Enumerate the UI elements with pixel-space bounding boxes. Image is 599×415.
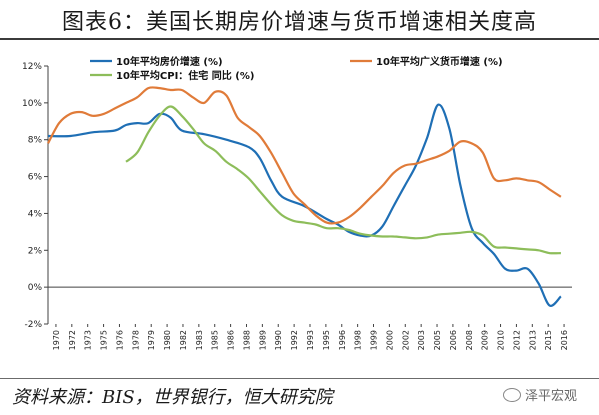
series-line-1	[47, 103, 562, 307]
y-tick-label: 4%	[28, 209, 43, 219]
y-tick-label: -2%	[24, 320, 42, 330]
x-tick-label: 1976	[115, 330, 124, 350]
x-tick-label: 1999	[370, 330, 379, 350]
watermark: 泽平宏观	[502, 385, 577, 404]
x-tick-label: 2002	[401, 330, 410, 350]
y-tick-label: 2%	[28, 246, 43, 256]
x-tick-label: 1979	[147, 330, 156, 350]
chart-series	[47, 86, 562, 307]
footer-divider	[0, 378, 599, 379]
x-tick-label: 1986	[227, 330, 236, 350]
x-tick-label: 2010	[497, 330, 506, 350]
y-tick-label: 12%	[22, 62, 42, 72]
x-tick-label: 1970	[52, 330, 61, 350]
x-tick-label: 2015	[544, 330, 553, 350]
y-tick-label: 10%	[22, 99, 42, 109]
x-tick-label: 1980	[163, 330, 172, 350]
x-tick-label: 2000	[385, 330, 394, 350]
x-tick-label: 2008	[465, 330, 474, 350]
x-tick-label: 1985	[211, 330, 220, 350]
legend-label: 10年平均广义货币增速 (%)	[376, 55, 503, 68]
y-tick-label: 0%	[28, 283, 43, 293]
x-tick-label: 1998	[354, 330, 363, 350]
x-tick-label: 1996	[338, 330, 347, 350]
x-tick-label: 2009	[481, 330, 490, 350]
x-tick-label: 2016	[560, 330, 569, 350]
x-tick-label: 1972	[68, 330, 77, 350]
x-tick-label: 2013	[528, 330, 537, 350]
x-tick-label: 1989	[258, 330, 267, 350]
page-title: 图表6：美国长期房价增速与货币增速相关度高	[62, 10, 537, 35]
x-tick-label: 1983	[195, 330, 204, 350]
wechat-icon	[502, 387, 521, 402]
watermark-text: 泽平宏观	[524, 389, 577, 404]
legend-label: 10年平均房价增速 (%)	[116, 55, 223, 68]
x-tick-label: 1975	[100, 330, 109, 350]
x-tick-label: 2006	[449, 330, 458, 350]
title-divider	[0, 38, 599, 40]
x-tick-label: 1988	[242, 330, 251, 350]
line-chart: -2% 0% 2% 4% 6% 8% 10% 12% 1970 1972 1973 1975 1976 1…	[22, 55, 572, 350]
x-tick-label: 2003	[417, 330, 426, 350]
x-tick-label: 2012	[512, 330, 521, 350]
y-tick-label: 8%	[28, 136, 43, 146]
x-tick-label: 1995	[322, 330, 331, 350]
x-tick-label: 1973	[84, 330, 93, 350]
x-tick-label: 1990	[274, 330, 283, 350]
x-tick-label: 1978	[131, 330, 140, 350]
x-tick-label: 2005	[433, 330, 442, 350]
chart-legend: 10年平均房价增速 (%) 10年平均广义货币增速 (%) 10年平均CPI：住宅 …	[90, 55, 503, 82]
chart-axes: -2% 0% 2% 4% 6% 8% 10% 12% 1970 1972 1973 1975 1976 1…	[22, 62, 572, 350]
series-line-3	[125, 105, 561, 255]
series-line-2	[47, 86, 562, 225]
legend-label: 10年平均CPI：住宅 同比 (%)	[116, 69, 254, 82]
x-tick-label: 1993	[306, 330, 315, 350]
x-tick-label: 1992	[290, 330, 299, 350]
source-note: 资料来源：BIS，世界银行，恒大研究院	[12, 387, 333, 408]
y-tick-label: 6%	[28, 173, 43, 183]
x-tick-label: 1982	[179, 330, 188, 350]
